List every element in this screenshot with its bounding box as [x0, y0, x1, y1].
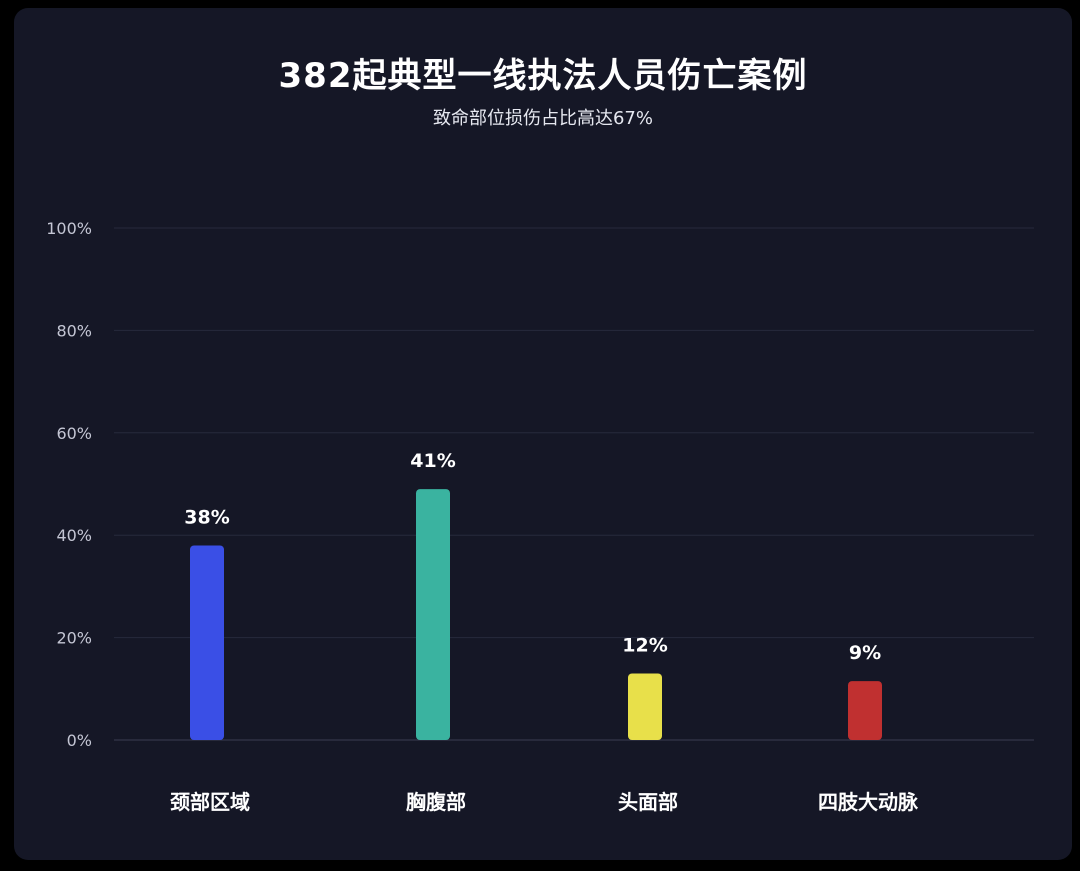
y-tick-label: 60%: [56, 424, 92, 443]
chart-subtitle: 致命部位损伤占比高达67%: [432, 108, 653, 129]
y-tick-label: 40%: [56, 526, 92, 545]
y-tick-label: 20%: [56, 629, 92, 648]
x-axis-categories: 颈部区域 胸腹部 头面部 四肢大动脉: [170, 790, 919, 814]
bar-value-label: 9%: [849, 642, 881, 664]
bar: [416, 489, 450, 740]
x-category-label: 四肢大动脉: [818, 790, 919, 814]
y-axis-ticks: 0% 20% 40% 60% 80% 100%: [46, 219, 92, 750]
data-labels: 38% 41% 12% 9%: [184, 450, 881, 664]
bar: [848, 681, 882, 740]
bar: [628, 673, 662, 740]
x-category-label: 颈部区域: [170, 790, 250, 814]
bar-value-label: 41%: [410, 450, 455, 472]
y-tick-label: 80%: [56, 321, 92, 340]
bar-value-label: 12%: [622, 634, 667, 656]
x-category-label: 胸腹部: [406, 790, 466, 814]
chart-title: 382起典型一线执法人员伤亡案例: [278, 56, 808, 96]
bar-value-label: 38%: [184, 506, 229, 528]
x-category-label: 头面部: [618, 790, 678, 814]
bar: [190, 545, 224, 740]
bars: [190, 489, 882, 740]
gridlines: [114, 227, 1034, 741]
y-tick-label: 100%: [46, 219, 92, 238]
y-tick-label: 0%: [67, 731, 92, 750]
